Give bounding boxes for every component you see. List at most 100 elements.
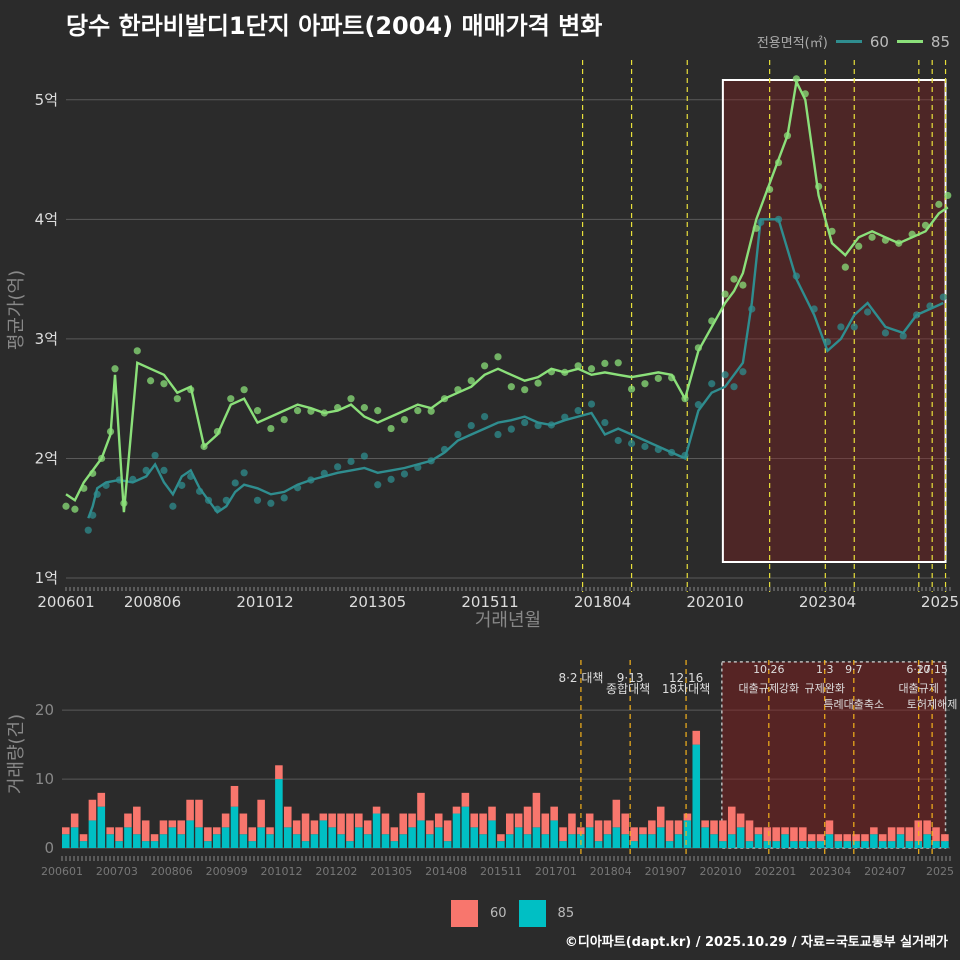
bar-85 — [399, 834, 407, 848]
bar-60 — [612, 799, 621, 828]
bar-60 — [896, 827, 905, 835]
data-point-60 — [730, 383, 738, 391]
bar-60 — [346, 813, 354, 842]
bar-60 — [337, 813, 345, 835]
bar-85 — [941, 841, 949, 848]
bar-60 — [461, 792, 470, 807]
data-point-85 — [792, 75, 800, 83]
data-point-85 — [815, 182, 823, 191]
bar-x-tick-label: 201701 — [535, 865, 577, 878]
data-point-85 — [881, 236, 890, 244]
bar-60 — [878, 834, 887, 842]
bar-85 — [106, 834, 114, 848]
data-point-85 — [454, 386, 462, 394]
bar-legend: 60 85 — [451, 900, 574, 927]
bar-60 — [834, 834, 843, 842]
data-point-85 — [494, 353, 502, 361]
bar-60 — [408, 813, 416, 828]
bar-60 — [381, 813, 390, 835]
bar-60 — [248, 827, 257, 842]
bar-85 — [816, 841, 825, 848]
bar-85 — [559, 841, 567, 848]
data-point-85 — [561, 368, 569, 376]
data-point-60 — [222, 496, 230, 504]
data-point-60 — [601, 418, 609, 427]
data-point-60 — [307, 476, 315, 484]
bar-85 — [905, 841, 914, 848]
bar-85 — [239, 834, 248, 848]
bar-60 — [523, 806, 532, 835]
bar-60 — [488, 806, 496, 821]
bar-60 — [141, 820, 150, 842]
bar-x-tick-label: 201907 — [645, 865, 687, 878]
bar-85 — [932, 841, 940, 848]
bar-x-tick-label: 200601 — [41, 865, 83, 878]
bar-x-tick-label: 201511 — [480, 865, 522, 878]
bar-85 — [434, 827, 443, 848]
bar-x-tick-label: 202201 — [754, 865, 796, 878]
data-point-85 — [668, 374, 676, 382]
bar-85 — [79, 841, 88, 848]
data-point-85 — [71, 505, 79, 513]
data-point-85 — [414, 407, 422, 415]
bar-85 — [221, 827, 230, 848]
bar-85 — [532, 827, 541, 848]
data-point-85 — [387, 424, 395, 433]
data-point-85 — [360, 404, 368, 412]
data-point-60 — [360, 452, 368, 460]
x-tick-label: 202304 — [799, 593, 856, 611]
bar-85 — [799, 841, 807, 848]
bar-85 — [88, 820, 97, 848]
bar-85 — [141, 841, 150, 848]
bar-x-tick-label: 201202 — [315, 865, 357, 878]
data-point-60 — [507, 425, 515, 433]
data-point-85 — [921, 221, 930, 229]
policy-date-label: 9·13 — [617, 671, 644, 685]
x-axis-label: 거래년월 — [475, 610, 541, 631]
bar-60 — [719, 820, 727, 842]
bar-60 — [923, 820, 931, 835]
bar-60 — [186, 799, 194, 821]
data-point-85 — [106, 427, 115, 436]
data-point-85 — [173, 395, 181, 403]
bar-85 — [603, 834, 612, 848]
bar-85 — [62, 834, 70, 848]
bar-60 — [870, 827, 878, 835]
bar-60 — [319, 813, 328, 821]
legend-swatch-85 — [896, 40, 923, 43]
bar-60 — [479, 813, 487, 835]
bar-60 — [550, 806, 558, 821]
data-point-85 — [187, 386, 195, 394]
data-point-60 — [481, 413, 489, 421]
data-point-85 — [347, 395, 355, 403]
bar-85 — [417, 820, 425, 848]
legend-swatch-60 — [835, 40, 862, 43]
data-point-60 — [187, 472, 195, 480]
data-point-60 — [440, 445, 449, 454]
bar-85 — [772, 841, 780, 848]
data-point-85 — [868, 233, 876, 241]
data-point-60 — [400, 470, 409, 478]
policy-name-label: 18차대책 — [662, 681, 710, 696]
bar-85 — [523, 834, 532, 848]
bar-85 — [497, 841, 505, 848]
bar-x-tick-label: 201012 — [261, 865, 303, 878]
bar-85 — [541, 834, 550, 848]
data-point-60 — [926, 302, 934, 310]
data-point-60 — [280, 494, 288, 502]
data-point-60 — [547, 421, 556, 429]
bar-85 — [346, 841, 354, 848]
data-point-85 — [828, 227, 836, 235]
data-point-60 — [810, 305, 818, 313]
data-point-85 — [908, 230, 916, 238]
bar-85 — [825, 834, 834, 848]
data-point-60 — [939, 293, 947, 301]
bar-60 — [559, 827, 567, 842]
bar-85 — [390, 841, 399, 848]
data-point-85 — [774, 158, 783, 167]
bar-60 — [195, 799, 203, 828]
bar-85 — [896, 834, 905, 848]
policy-date-label: 1·3 — [816, 663, 834, 676]
bar-85 — [461, 806, 470, 848]
data-point-85 — [147, 377, 155, 385]
